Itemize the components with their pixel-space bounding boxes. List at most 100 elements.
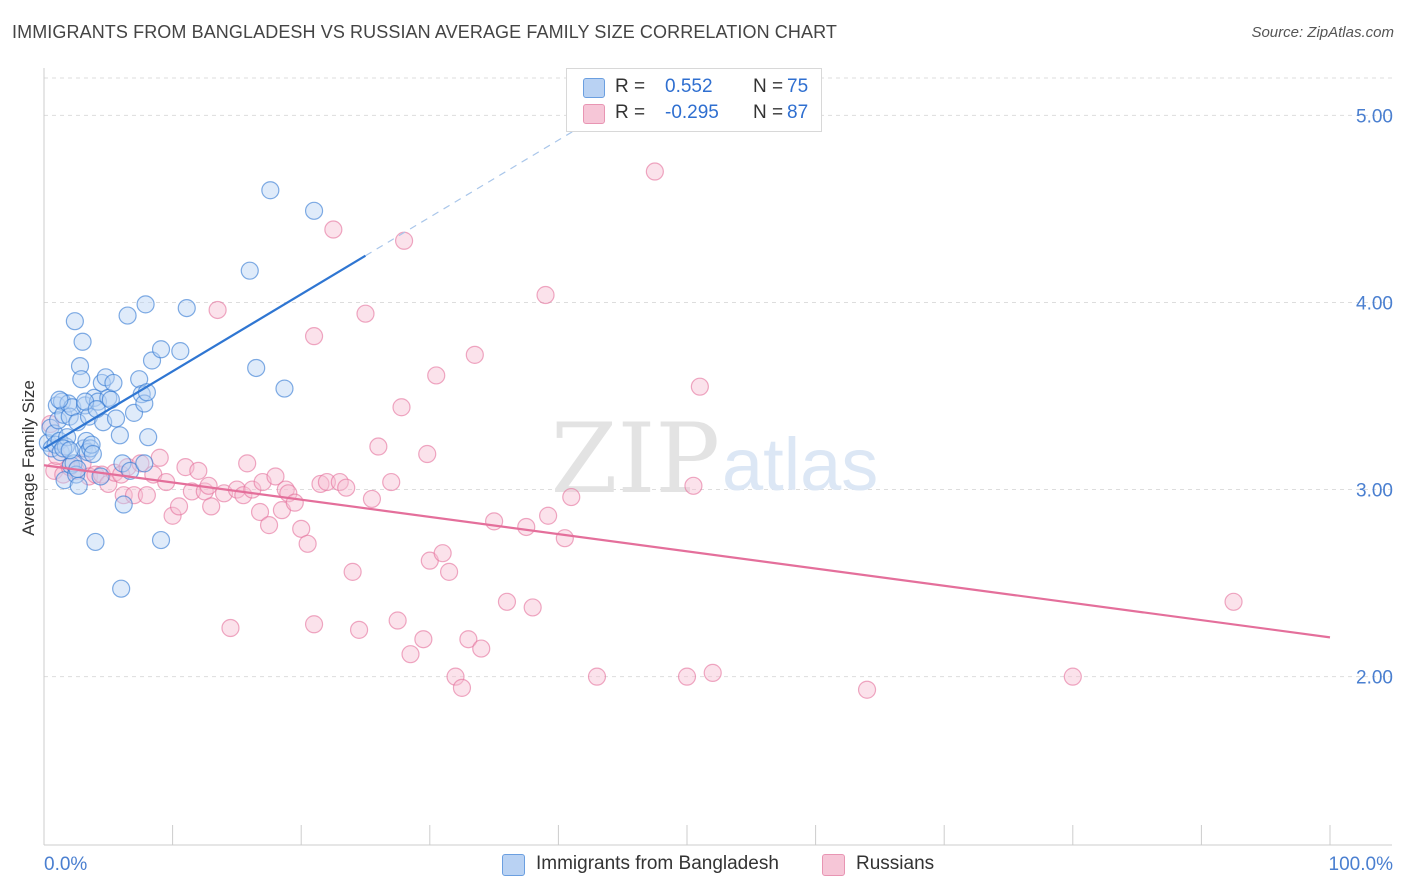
watermark-zip: ZIP (551, 403, 720, 515)
y-tick-label: 3.00 (1356, 481, 1393, 502)
data-point (857, 680, 877, 699)
data-point (394, 231, 414, 250)
data-point (439, 562, 459, 581)
data-point (87, 400, 106, 419)
x-tick-label-min: 0.0% (44, 854, 87, 875)
data-point (259, 516, 279, 535)
data-point (169, 497, 189, 516)
data-point (70, 356, 90, 376)
axes (43, 68, 1392, 846)
n-value: 87 (787, 102, 809, 123)
data-point (49, 411, 68, 430)
data-point (99, 474, 118, 494)
data-point (414, 630, 433, 649)
data-point (113, 454, 132, 473)
correlation-legend: R = 0.552 N = 75 R = -0.295 N = 87 (566, 68, 822, 132)
data-point (465, 345, 484, 364)
data-point (114, 495, 133, 514)
data-point (317, 472, 337, 492)
data-point (177, 299, 196, 318)
grid-lines (44, 77, 1392, 678)
data-point (110, 426, 129, 445)
data-point (182, 482, 201, 501)
data-point (83, 444, 102, 464)
legend-swatch-blue (502, 854, 525, 876)
tick-labels: 2.00 3.00 4.00 5.00 0.0% 100.0% (44, 106, 1393, 875)
data-point (1063, 667, 1082, 686)
data-point (247, 358, 266, 378)
data-point (202, 497, 221, 516)
r-label: R = (615, 76, 646, 97)
data-point (311, 474, 330, 494)
data-point (304, 327, 324, 346)
data-point (139, 428, 158, 447)
trend-line (43, 464, 1331, 639)
legend-swatch-pink (822, 854, 845, 876)
data-point (54, 439, 73, 458)
x-tick-label-max: 100.0% (1329, 854, 1394, 875)
y-tick-label: 2.00 (1356, 668, 1393, 689)
data-point (52, 392, 72, 411)
data-point (73, 332, 92, 351)
data-point (240, 261, 259, 280)
data-point (427, 366, 446, 385)
data-point (292, 519, 311, 538)
data-point (298, 534, 317, 553)
data-point (446, 667, 465, 686)
legend-label: Immigrants from Bangladesh (536, 853, 779, 874)
data-point (86, 532, 105, 552)
legend-swatch-blue (583, 78, 605, 98)
r-value: -0.295 (665, 102, 719, 123)
data-point (151, 530, 171, 550)
data-point (433, 544, 452, 563)
data-point (150, 448, 169, 467)
data-point (1224, 592, 1243, 611)
data-point (337, 478, 356, 497)
data-point (418, 444, 437, 464)
data-point (69, 476, 88, 495)
bangladesh-points (38, 181, 324, 598)
data-point (452, 678, 472, 697)
data-point (91, 467, 110, 486)
data-point (555, 529, 574, 548)
data-point (362, 489, 382, 509)
data-point (645, 162, 664, 181)
data-point (392, 398, 411, 417)
data-point (189, 461, 208, 480)
data-point (536, 285, 555, 305)
data-point (112, 579, 131, 598)
data-point (369, 437, 388, 456)
data-point (587, 667, 607, 686)
data-point (523, 598, 542, 617)
data-point (382, 472, 401, 492)
data-point (151, 340, 171, 359)
data-point (221, 618, 240, 638)
data-point (472, 639, 491, 658)
data-point (131, 454, 150, 473)
n-label: N = (753, 102, 784, 123)
data-point (690, 377, 709, 396)
data-point (208, 300, 227, 320)
source-credit: Source: ZipAtlas.com (1251, 24, 1394, 41)
data-point (137, 486, 156, 505)
data-point (118, 306, 137, 325)
data-point (135, 394, 154, 413)
r-value: 0.552 (665, 76, 713, 97)
trend-line-extension (365, 124, 585, 257)
data-point (136, 295, 155, 314)
n-value: 75 (787, 76, 809, 97)
data-point (304, 201, 324, 220)
data-point (497, 592, 517, 611)
data-point (349, 620, 369, 639)
trend-lines (43, 124, 1331, 639)
data-point (65, 312, 84, 331)
data-point (684, 476, 703, 495)
data-point (356, 304, 375, 323)
data-point (163, 506, 182, 525)
data-point (106, 409, 126, 428)
data-point (72, 370, 91, 389)
data-point (388, 611, 407, 630)
data-point (401, 645, 420, 664)
trend-line (43, 254, 367, 450)
